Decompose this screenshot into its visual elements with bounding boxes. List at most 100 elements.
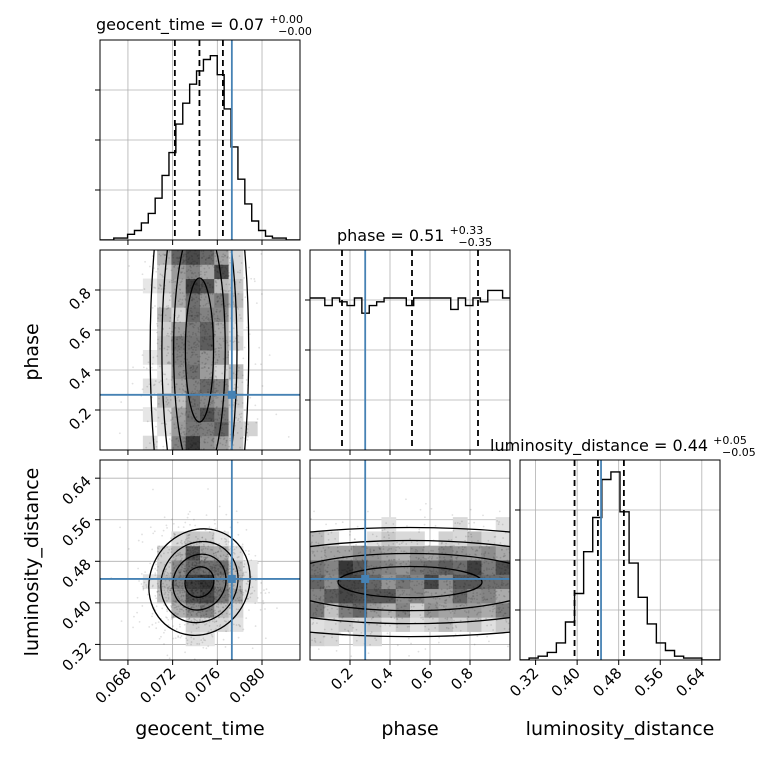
sample-point xyxy=(128,265,130,267)
sample-point xyxy=(179,428,182,431)
sample-point xyxy=(210,608,213,611)
sample-point xyxy=(225,569,227,572)
sample-point xyxy=(204,262,207,264)
sample-point xyxy=(170,593,173,596)
sample-point xyxy=(376,623,378,626)
density-bin xyxy=(367,531,382,547)
sample-point xyxy=(184,651,186,654)
sample-point xyxy=(408,614,411,617)
sample-point xyxy=(423,523,426,526)
sample-point xyxy=(192,305,195,308)
sample-point xyxy=(217,271,220,274)
sample-point xyxy=(361,558,364,561)
sample-point xyxy=(211,566,214,568)
sample-point xyxy=(199,564,201,567)
sample-point xyxy=(201,323,204,326)
sample-point xyxy=(419,508,422,511)
sample-point xyxy=(312,612,315,615)
sample-point xyxy=(177,605,180,608)
sample-point xyxy=(250,277,253,280)
sample-point xyxy=(225,423,228,425)
sample-point xyxy=(191,271,194,274)
sample-point xyxy=(202,585,205,587)
sample-point xyxy=(162,582,164,585)
sample-point xyxy=(210,612,213,614)
sample-point xyxy=(163,570,166,573)
sample-point xyxy=(501,603,504,606)
sample-point xyxy=(188,540,191,543)
sample-point xyxy=(254,602,257,605)
sample-point xyxy=(175,555,177,558)
sample-point xyxy=(218,589,221,592)
sample-point xyxy=(199,324,202,327)
sample-point xyxy=(444,558,446,561)
sample-point xyxy=(420,561,423,563)
sample-point xyxy=(172,562,175,565)
sample-point xyxy=(240,592,243,595)
sample-point xyxy=(210,349,213,351)
sample-point xyxy=(172,522,175,525)
sample-point xyxy=(216,358,219,361)
density-bin xyxy=(200,421,215,437)
sample-point xyxy=(200,607,203,610)
sample-point xyxy=(190,366,192,369)
sample-point xyxy=(220,590,223,592)
sample-point xyxy=(333,588,336,591)
sample-point xyxy=(205,647,208,650)
sample-point xyxy=(213,401,216,404)
density-bin xyxy=(171,335,187,351)
sample-point xyxy=(180,635,183,637)
sample-point xyxy=(197,311,200,314)
sample-point xyxy=(207,576,210,579)
sample-point xyxy=(212,532,215,535)
sample-point xyxy=(205,302,208,305)
sample-point xyxy=(244,296,247,299)
sample-point xyxy=(190,614,193,616)
sample-point xyxy=(191,591,194,594)
sample-point xyxy=(388,585,391,588)
sample-point xyxy=(318,597,320,600)
sample-point xyxy=(198,580,201,583)
sample-point xyxy=(219,593,221,596)
sample-point xyxy=(339,590,342,593)
sample-point xyxy=(190,366,193,369)
sample-point xyxy=(472,592,475,595)
sample-point xyxy=(415,584,418,587)
sample-point xyxy=(190,336,193,338)
sample-point xyxy=(213,597,216,600)
sample-point xyxy=(203,350,205,353)
sample-point xyxy=(202,340,205,343)
sample-point xyxy=(162,445,165,448)
sample-point xyxy=(201,411,204,414)
sample-point xyxy=(216,572,219,575)
sample-point xyxy=(445,580,448,583)
sample-point xyxy=(175,599,178,602)
sample-point xyxy=(199,288,201,290)
density-bin xyxy=(171,250,187,265)
sample-point xyxy=(485,560,488,563)
sample-point xyxy=(382,607,384,610)
sample-point xyxy=(377,544,380,547)
density-bin xyxy=(367,631,382,647)
sample-point xyxy=(213,313,216,316)
sample-point xyxy=(195,380,197,383)
sample-point xyxy=(183,433,186,435)
sample-point xyxy=(169,295,172,297)
sample-point xyxy=(209,320,211,323)
sample-point xyxy=(205,316,208,319)
sample-point xyxy=(196,642,199,645)
sample-point xyxy=(177,355,179,358)
sample-point xyxy=(434,592,437,595)
sample-point xyxy=(191,601,194,604)
sample-point xyxy=(505,566,508,569)
sample-point xyxy=(190,600,193,603)
sample-point xyxy=(507,572,510,574)
sample-point xyxy=(198,542,201,544)
sample-point xyxy=(217,606,220,609)
sample-point xyxy=(213,446,216,449)
sample-point xyxy=(217,299,220,302)
sample-point xyxy=(213,559,216,561)
sample-point xyxy=(213,621,216,623)
sample-point xyxy=(485,545,488,548)
density-bin xyxy=(438,574,454,590)
